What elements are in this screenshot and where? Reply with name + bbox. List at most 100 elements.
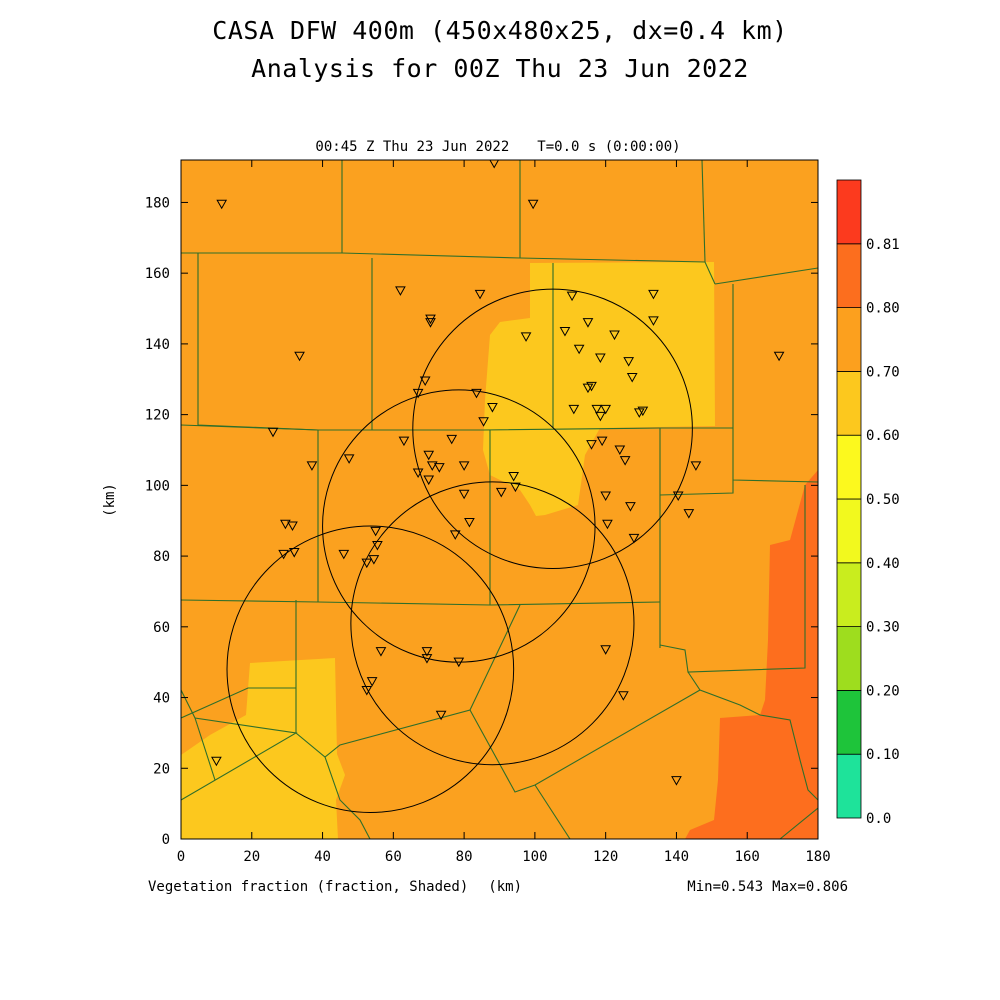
station-marker xyxy=(370,526,381,537)
station-marker xyxy=(586,381,597,392)
station-marker xyxy=(287,521,298,532)
x-tick-label: 40 xyxy=(314,849,331,865)
station-marker xyxy=(648,289,659,300)
radar-rings xyxy=(226,288,693,813)
station-marker xyxy=(366,677,378,687)
station-marker xyxy=(487,403,498,413)
station-marker xyxy=(690,461,702,471)
colorbar-label: 0.50 xyxy=(866,492,900,508)
station-marker xyxy=(474,289,486,300)
station-marker xyxy=(372,540,383,551)
station-marker xyxy=(216,199,228,210)
station-marker xyxy=(591,404,603,415)
station-marker xyxy=(423,450,435,461)
station-marker xyxy=(520,332,532,342)
station-marker xyxy=(602,519,613,530)
station-marker xyxy=(449,530,461,540)
y-tick-label: 140 xyxy=(145,337,170,353)
station-marker xyxy=(435,710,447,721)
y-tick-label: 120 xyxy=(145,408,170,424)
colorbar-label: 0.80 xyxy=(866,301,900,317)
y-tick-label: 20 xyxy=(153,761,170,777)
station-marker xyxy=(600,645,612,655)
station-marker xyxy=(595,353,606,364)
station-marker xyxy=(633,408,645,418)
station-marker xyxy=(294,351,305,362)
colorbar-label: 0.20 xyxy=(866,683,900,699)
station-marker xyxy=(426,461,438,471)
station-marker xyxy=(425,318,436,328)
station-marker xyxy=(464,517,475,528)
station-marker xyxy=(419,376,431,387)
station-marker xyxy=(582,318,594,328)
y-tick-label: 40 xyxy=(153,691,170,707)
station-marker xyxy=(618,691,629,701)
station-marker xyxy=(478,417,489,427)
colorbar-swatch xyxy=(836,307,862,372)
station-marker xyxy=(600,491,612,501)
x-axis-label: (km) xyxy=(488,879,522,895)
colorbar-swatch xyxy=(836,370,862,436)
y-tick-label: 100 xyxy=(145,478,170,494)
station-marker xyxy=(412,468,424,478)
y-tick-label: 160 xyxy=(145,266,170,282)
plot-area xyxy=(181,160,818,839)
station-marker xyxy=(433,463,445,473)
plot-frame xyxy=(180,159,819,840)
min-value: Min=0.543 xyxy=(687,879,763,895)
radar-ring-2 xyxy=(412,288,693,569)
station-marker xyxy=(568,404,580,415)
station-marker xyxy=(425,314,436,325)
station-marker xyxy=(446,434,458,445)
station-marker xyxy=(361,685,373,696)
station-marker xyxy=(628,533,640,544)
x-tick-label: 180 xyxy=(805,849,830,865)
colorbar-swatch xyxy=(836,434,862,500)
station-marker xyxy=(280,519,291,530)
station-marker xyxy=(600,404,612,415)
station-marker xyxy=(368,555,380,565)
station-marker xyxy=(623,357,635,367)
station-marker xyxy=(267,427,279,438)
x-tick-label: 100 xyxy=(522,849,547,865)
field-name: Vegetation fraction (fraction, Shaded) xyxy=(148,879,468,895)
station-marker xyxy=(586,440,597,450)
radar-ring-3 xyxy=(350,481,635,766)
station-marker xyxy=(458,461,470,471)
y-tick-label: 0 xyxy=(162,832,170,848)
station-marker xyxy=(671,776,682,786)
county-boundaries xyxy=(181,160,818,839)
station-marker xyxy=(361,558,373,569)
station-marker xyxy=(421,647,433,657)
station-marker xyxy=(306,461,318,471)
field-zone-red-se xyxy=(685,470,818,839)
x-tick-label: 20 xyxy=(243,849,260,865)
colorbar-swatch xyxy=(836,753,862,819)
y-tick-label: 80 xyxy=(153,549,170,565)
station-marker xyxy=(489,160,500,169)
station-marker xyxy=(626,372,638,383)
x-tick-label: 0 xyxy=(177,849,185,865)
y-axis: 0 20 40 60 80 100 120 140 160 180 xyxy=(145,195,818,848)
station-marker xyxy=(527,199,539,210)
station-marker xyxy=(773,351,785,362)
station-marker xyxy=(338,549,350,560)
x-tick-label: 140 xyxy=(664,849,689,865)
colorbar-swatch xyxy=(836,562,862,627)
station-marker xyxy=(573,344,585,355)
station-marker xyxy=(211,756,222,767)
station-marker xyxy=(495,487,507,498)
colorbar-swatch xyxy=(836,498,862,564)
colorbar-label: 0.60 xyxy=(866,428,900,444)
station-marker xyxy=(343,454,355,464)
station-marker xyxy=(637,406,649,417)
colorbar-label: 0.10 xyxy=(866,747,900,763)
colorbar-swatch xyxy=(836,179,862,245)
station-marker xyxy=(683,509,695,519)
x-tick-label: 80 xyxy=(456,849,473,865)
station-marker xyxy=(672,491,684,501)
min-max-label: Min=0.543 Max=0.806 xyxy=(687,879,848,895)
valid-time: 00:45 Z Thu 23 Jun 2022 xyxy=(315,139,509,155)
x-axis: 0 20 40 60 80 100 120 140 160 180 xyxy=(177,160,831,865)
